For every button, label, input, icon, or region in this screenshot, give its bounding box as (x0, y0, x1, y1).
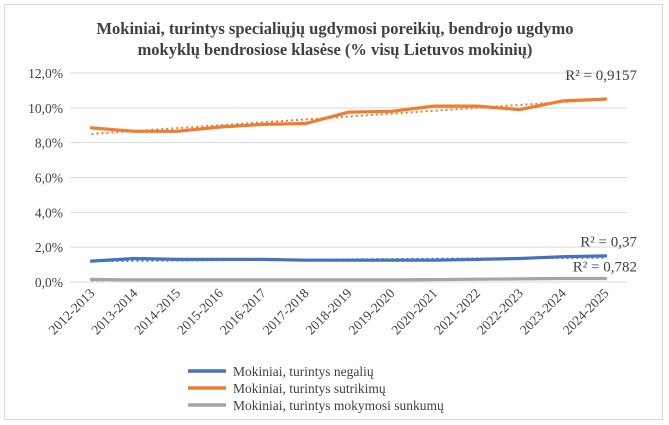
chart-title: Mokiniai, turintys specialiųjų ugdymosi … (96, 19, 573, 59)
legend-label: Mokiniai, turintys mokymosi sunkumų (233, 398, 444, 413)
r2-label: R² = 0,782 (573, 260, 637, 276)
legend: Mokiniai, turintys negalių Mokiniai, turi… (188, 364, 444, 413)
x-axis-ticks: 2012-20132013-20142014-20152015-20162016… (46, 285, 612, 337)
legend-label: Mokiniai, turintys sutrikimų (233, 381, 386, 396)
y-tick-label: 0,0% (35, 275, 63, 290)
trendlines (91, 98, 606, 282)
series-line (89, 254, 608, 263)
grid-layer (70, 72, 627, 283)
y-tick-label: 8,0% (35, 136, 63, 151)
chart-svg: Mokiniai, turintys specialiųjų ugdymosi … (28, 19, 637, 413)
r2-label: R² = 0,37 (580, 235, 637, 251)
r2-labels: R² = 0,37 R² = 0,9157 R² = 0,782 (565, 68, 637, 275)
y-axis-ticks: 0,0% 2,0% 4,0% 6,0% 8,0% 10,0% 12,0% (28, 66, 63, 290)
y-tick-label: 6,0% (35, 171, 63, 186)
trendline (91, 98, 606, 135)
x-tick-label: 2020-2021 (388, 286, 440, 338)
y-tick-label: 2,0% (35, 240, 63, 255)
r2-label: R² = 0,9157 (565, 68, 637, 84)
y-tick-label: 4,0% (35, 205, 63, 220)
legend-label: Mokiniai, turintys negalių (233, 364, 374, 379)
x-tick-label: 2021-2022 (431, 286, 483, 338)
chart-title-line-1: Mokiniai, turintys specialiųjų ugdymosi … (96, 19, 573, 38)
chart-title-line-2: mokyklų bendrosiose klasėse (% visų Liet… (138, 40, 533, 59)
series-line (89, 97, 608, 133)
series-line (89, 276, 608, 282)
y-tick-label: 10,0% (28, 101, 63, 116)
chart-frame: Mokiniai, turintys specialiųjų ugdymosi … (4, 4, 663, 420)
series-lines (89, 97, 608, 282)
x-tick-label: 2024-2025 (560, 285, 612, 337)
y-tick-label: 12,0% (28, 66, 63, 81)
